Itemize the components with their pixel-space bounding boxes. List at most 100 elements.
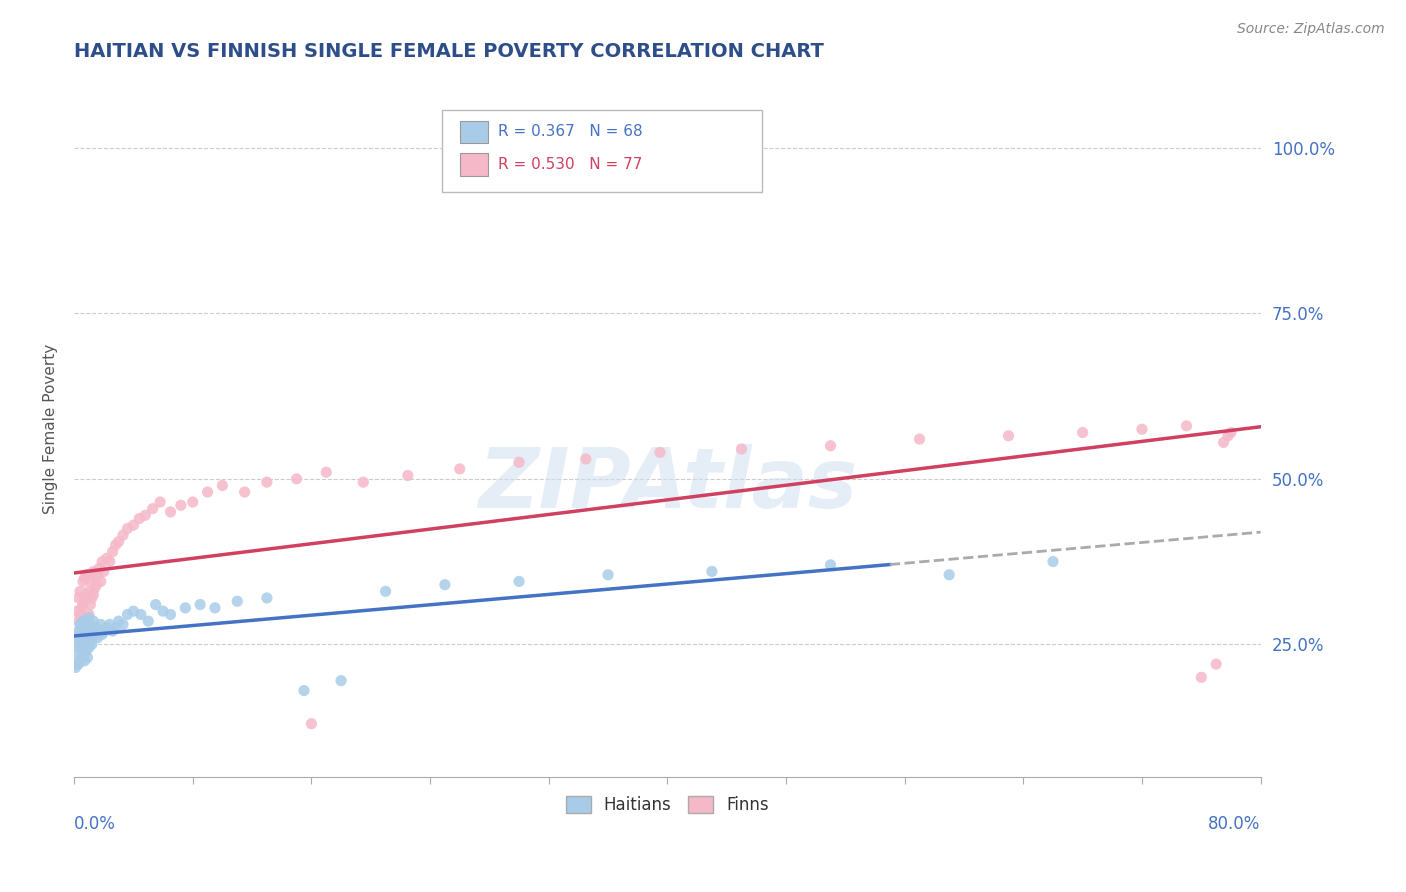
Point <box>80 621 103 635</box>
Point <box>98 555 121 569</box>
Point <box>256 591 278 605</box>
Point <box>86 621 108 635</box>
Point <box>66 631 89 645</box>
Point <box>76 591 98 605</box>
FancyBboxPatch shape <box>460 120 488 143</box>
Point <box>76 619 98 633</box>
Point <box>87 567 110 582</box>
Point <box>70 650 93 665</box>
Point <box>1205 657 1227 672</box>
Point <box>80 637 103 651</box>
Point <box>77 611 100 625</box>
Point <box>75 588 97 602</box>
Point <box>77 607 100 622</box>
Point <box>730 154 752 169</box>
FancyBboxPatch shape <box>460 153 488 176</box>
Text: R = 0.367   N = 68: R = 0.367 N = 68 <box>498 124 643 139</box>
Point <box>188 598 211 612</box>
Point <box>104 538 127 552</box>
Point <box>77 625 100 640</box>
Point <box>1042 555 1064 569</box>
Point <box>69 617 91 632</box>
Point <box>134 508 156 523</box>
Point <box>79 574 101 589</box>
Point <box>76 650 98 665</box>
Point <box>69 637 91 651</box>
Point <box>91 627 114 641</box>
Point <box>76 567 98 582</box>
Point <box>72 647 94 661</box>
Point <box>86 578 108 592</box>
Point <box>575 452 598 467</box>
Point <box>79 598 101 612</box>
Text: HAITIAN VS FINNISH SINGLE FEMALE POVERTY CORRELATION CHART: HAITIAN VS FINNISH SINGLE FEMALE POVERTY… <box>75 42 824 61</box>
Point <box>648 445 671 459</box>
Point <box>69 607 91 622</box>
Point <box>152 604 174 618</box>
Point <box>1175 418 1198 433</box>
Point <box>67 640 90 655</box>
Point <box>80 567 103 582</box>
Point <box>93 565 115 579</box>
Point <box>79 619 101 633</box>
Point <box>72 621 94 635</box>
Point <box>77 640 100 655</box>
Point <box>149 495 172 509</box>
Point <box>72 631 94 645</box>
Point <box>73 654 96 668</box>
Point <box>159 505 181 519</box>
Point <box>174 600 197 615</box>
Point <box>508 455 530 469</box>
Point <box>433 578 456 592</box>
Point <box>75 627 97 641</box>
Point <box>67 637 90 651</box>
Point <box>69 654 91 668</box>
Point <box>87 631 110 645</box>
Point <box>117 607 139 622</box>
Point <box>82 588 104 602</box>
Point <box>396 468 419 483</box>
Point <box>76 614 98 628</box>
Point <box>67 624 90 638</box>
Point <box>1212 435 1234 450</box>
Point <box>82 631 104 645</box>
Point <box>285 472 308 486</box>
Point <box>69 631 91 645</box>
Point <box>315 465 337 479</box>
Text: R = 0.530   N = 77: R = 0.530 N = 77 <box>498 157 643 172</box>
Point <box>67 657 90 672</box>
Point <box>66 604 89 618</box>
Text: ZIPAtlas: ZIPAtlas <box>478 444 858 525</box>
Point <box>820 439 842 453</box>
Point <box>117 521 139 535</box>
Point <box>908 432 931 446</box>
Point <box>112 617 135 632</box>
Point <box>730 442 752 456</box>
Point <box>104 621 127 635</box>
Point <box>122 604 145 618</box>
Point <box>820 558 842 572</box>
Point <box>79 634 101 648</box>
Point <box>77 584 100 599</box>
Text: 0.0%: 0.0% <box>75 814 115 833</box>
Point <box>1130 422 1153 436</box>
Point <box>96 621 118 635</box>
Point <box>129 607 152 622</box>
Point <box>72 574 94 589</box>
Point <box>67 591 90 605</box>
Point <box>93 624 115 638</box>
Point <box>136 614 159 628</box>
Point <box>292 683 315 698</box>
Point <box>75 611 97 625</box>
Point <box>449 462 471 476</box>
Point <box>330 673 353 688</box>
Point <box>69 584 91 599</box>
Point <box>70 600 93 615</box>
Point <box>65 660 87 674</box>
Point <box>73 637 96 651</box>
Point <box>70 621 93 635</box>
Point <box>181 495 204 509</box>
Point <box>70 627 93 641</box>
Point <box>128 511 150 525</box>
Point <box>82 614 104 628</box>
